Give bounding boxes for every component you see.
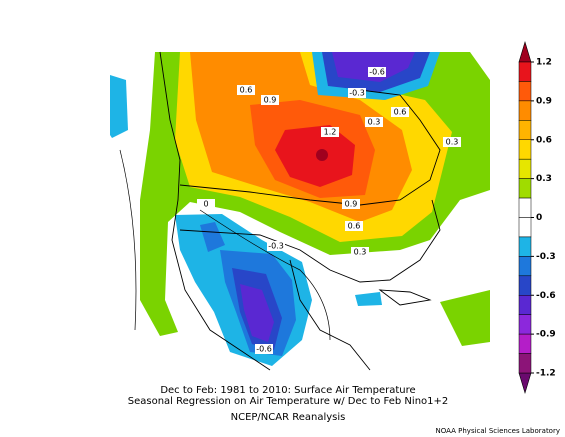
contour-label-bg [197,199,215,209]
colorbar-segment [518,158,532,179]
contour-label-bg [351,247,369,257]
contour-label: 0.6 [240,86,253,95]
source: NCEP/NCAR Reanalysis [231,412,346,423]
contour-label: 1.2 [324,128,337,137]
colorbar-segment [518,120,532,140]
coastline [289,259,371,371]
colorbar-label: -1.2 [536,369,556,379]
contour-label: 0.3 [354,248,367,257]
colorbar-label: -0.9 [536,330,556,340]
colorbar-segment [518,100,532,121]
contour-label-bg [348,88,366,98]
contour-label: 0.3 [368,118,381,127]
contour-labels: -0.6 0.6 -0.3 0.9 0.6 0.3 1.2 0.3 0.9 0 0.6 -0.3 0.3… [197,67,461,354]
region [440,290,490,346]
contour-label-bg [368,67,386,77]
contour-label-bg [345,221,363,231]
colorbar-segment [518,314,532,335]
contour-label: -0.3 [349,89,365,98]
map [110,51,490,371]
contour-label: -0.6 [369,68,385,77]
contour-label: 0.9 [264,96,277,105]
contour-label-bg [261,95,279,105]
coastlines [119,51,441,371]
colorbar-segment [518,81,532,102]
contour-label: 0.9 [345,200,358,209]
contour-label-bg [321,127,339,137]
colorbar-segment [518,139,532,160]
colorbar-label: 0 [536,213,542,223]
colorbar-segment [518,256,532,277]
colorbar-segment [518,178,532,199]
contour [199,209,331,341]
colorbar-label: 1.2 [536,58,552,68]
region [110,75,128,138]
colorbar-top [518,40,532,63]
colorbar-label: -0.3 [536,252,556,262]
region [316,149,328,161]
credit: NOAA Physical Sciences Laboratory [436,427,560,435]
coastline [179,89,441,206]
colorbar: 1.2 0.9 0.6 0.3 0 -0.3 -0.6 -0.9 -1.2 [518,40,556,395]
contour-label: 0 [203,200,208,209]
colorbar-label: -0.6 [536,291,556,301]
colorbar-segment [518,275,532,296]
contour-label: -0.6 [256,345,272,354]
colorbar-segment [518,295,532,315]
contour-label: 0.6 [394,108,407,117]
coastline [378,289,432,306]
contour [119,149,137,331]
colorbar-segment [518,333,532,354]
coastline [179,199,441,283]
colorbar-segment [518,197,532,218]
title: Dec to Feb: 1981 to 2010: Surface Air Te… [160,385,415,396]
colorbar-segment [518,217,532,238]
contour-label-bg [391,107,409,117]
contour-label-bg [267,241,285,251]
subtitle: Seasonal Regression on Air Temperature w… [128,396,449,407]
contour-label-bg [237,85,255,95]
colorbar-label: 0.9 [536,96,552,106]
contour-label: 0.3 [446,138,459,147]
colorbar-segment [518,353,532,374]
colorbar-bottom [518,372,532,395]
region [200,222,225,252]
colorbar-label: 0.3 [536,174,552,184]
contour-label: -0.3 [268,242,284,251]
contour-label-bg [443,137,461,147]
colorbar-segment [518,236,532,257]
region [355,292,382,306]
colorbar-segment [518,61,532,82]
region [240,284,274,342]
contour-label: 0.6 [348,222,361,231]
colorbar-label: 0.6 [536,135,552,145]
contour-label-bg [365,117,383,127]
coastline [159,51,271,371]
contour-label-bg [342,199,360,209]
contour-label-bg [255,344,273,354]
region [275,125,355,187]
